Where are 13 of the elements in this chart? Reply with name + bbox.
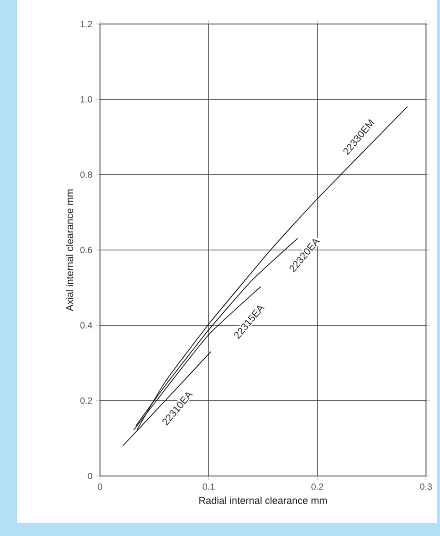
y-axis-title: Axial internal clearance mm xyxy=(66,189,74,312)
x-axis-title: Radial internal clearance mm xyxy=(199,496,327,504)
x-tick-label: 0.1 xyxy=(202,484,214,490)
y-tick-label: 0.6 xyxy=(80,246,92,254)
y-tick-label: 1.2 xyxy=(80,20,92,28)
y-tick-label: 0.8 xyxy=(80,171,92,178)
y-tick-label: 1.0 xyxy=(80,96,92,103)
x-tick-label: 0.3 xyxy=(420,484,432,490)
x-tick-label: 0 xyxy=(98,484,102,490)
y-tick-label: 0.4 xyxy=(80,322,92,329)
y-tick-label: 0.2 xyxy=(80,397,92,404)
x-tick-label: 0.2 xyxy=(311,484,324,490)
y-tick-label: 0 xyxy=(88,472,92,480)
